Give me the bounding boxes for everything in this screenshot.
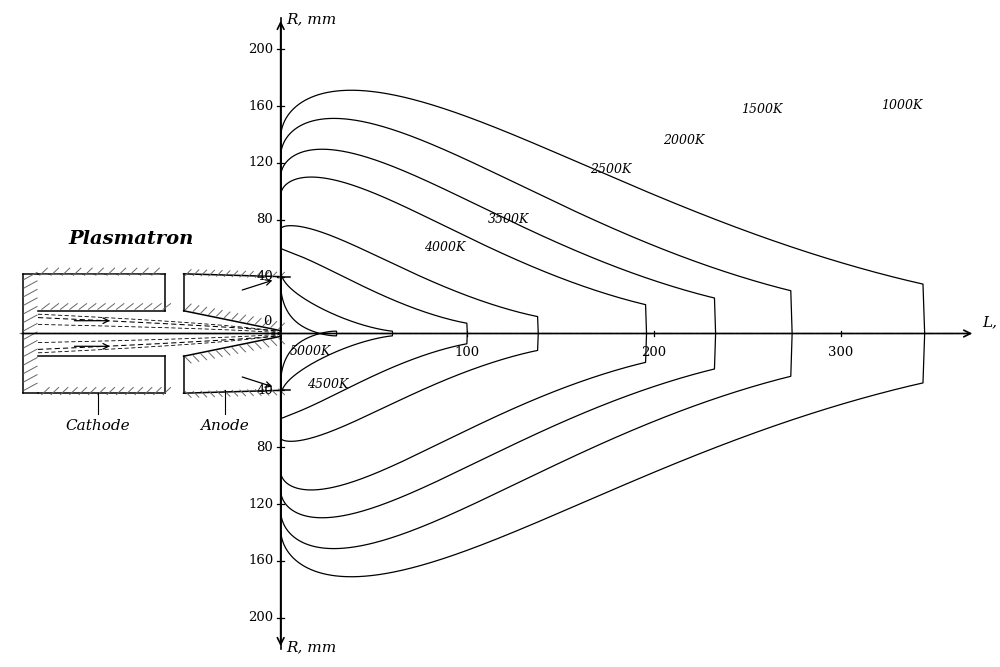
Text: 160: 160 [248, 554, 273, 568]
Text: Cathode: Cathode [65, 419, 130, 433]
Text: 5000K: 5000K [290, 345, 331, 358]
Text: 3500K: 3500K [488, 213, 529, 225]
Text: 200: 200 [641, 346, 667, 360]
Text: 100: 100 [455, 346, 480, 360]
Text: 120: 120 [248, 157, 273, 169]
Text: Plasmatron: Plasmatron [69, 230, 194, 248]
Text: 80: 80 [256, 213, 273, 226]
Text: 1500K: 1500K [742, 103, 783, 116]
Text: 0: 0 [263, 315, 271, 327]
Text: 200: 200 [248, 43, 273, 56]
Text: 200: 200 [248, 611, 273, 624]
Text: 40: 40 [256, 384, 273, 397]
Text: 1000K: 1000K [882, 99, 923, 112]
Text: 120: 120 [248, 498, 273, 510]
Text: 300: 300 [828, 346, 853, 360]
Text: 80: 80 [256, 441, 273, 454]
Text: 40: 40 [256, 270, 273, 283]
Text: 2500K: 2500K [590, 163, 632, 176]
Text: 160: 160 [248, 99, 273, 113]
Text: 2000K: 2000K [663, 134, 705, 147]
Text: 4000K: 4000K [424, 241, 466, 254]
Text: 4500K: 4500K [307, 378, 348, 391]
Text: Anode: Anode [200, 419, 249, 433]
Text: R, mm: R, mm [286, 640, 337, 654]
Text: L, mm: L, mm [983, 315, 1000, 329]
Text: R, mm: R, mm [286, 13, 337, 27]
